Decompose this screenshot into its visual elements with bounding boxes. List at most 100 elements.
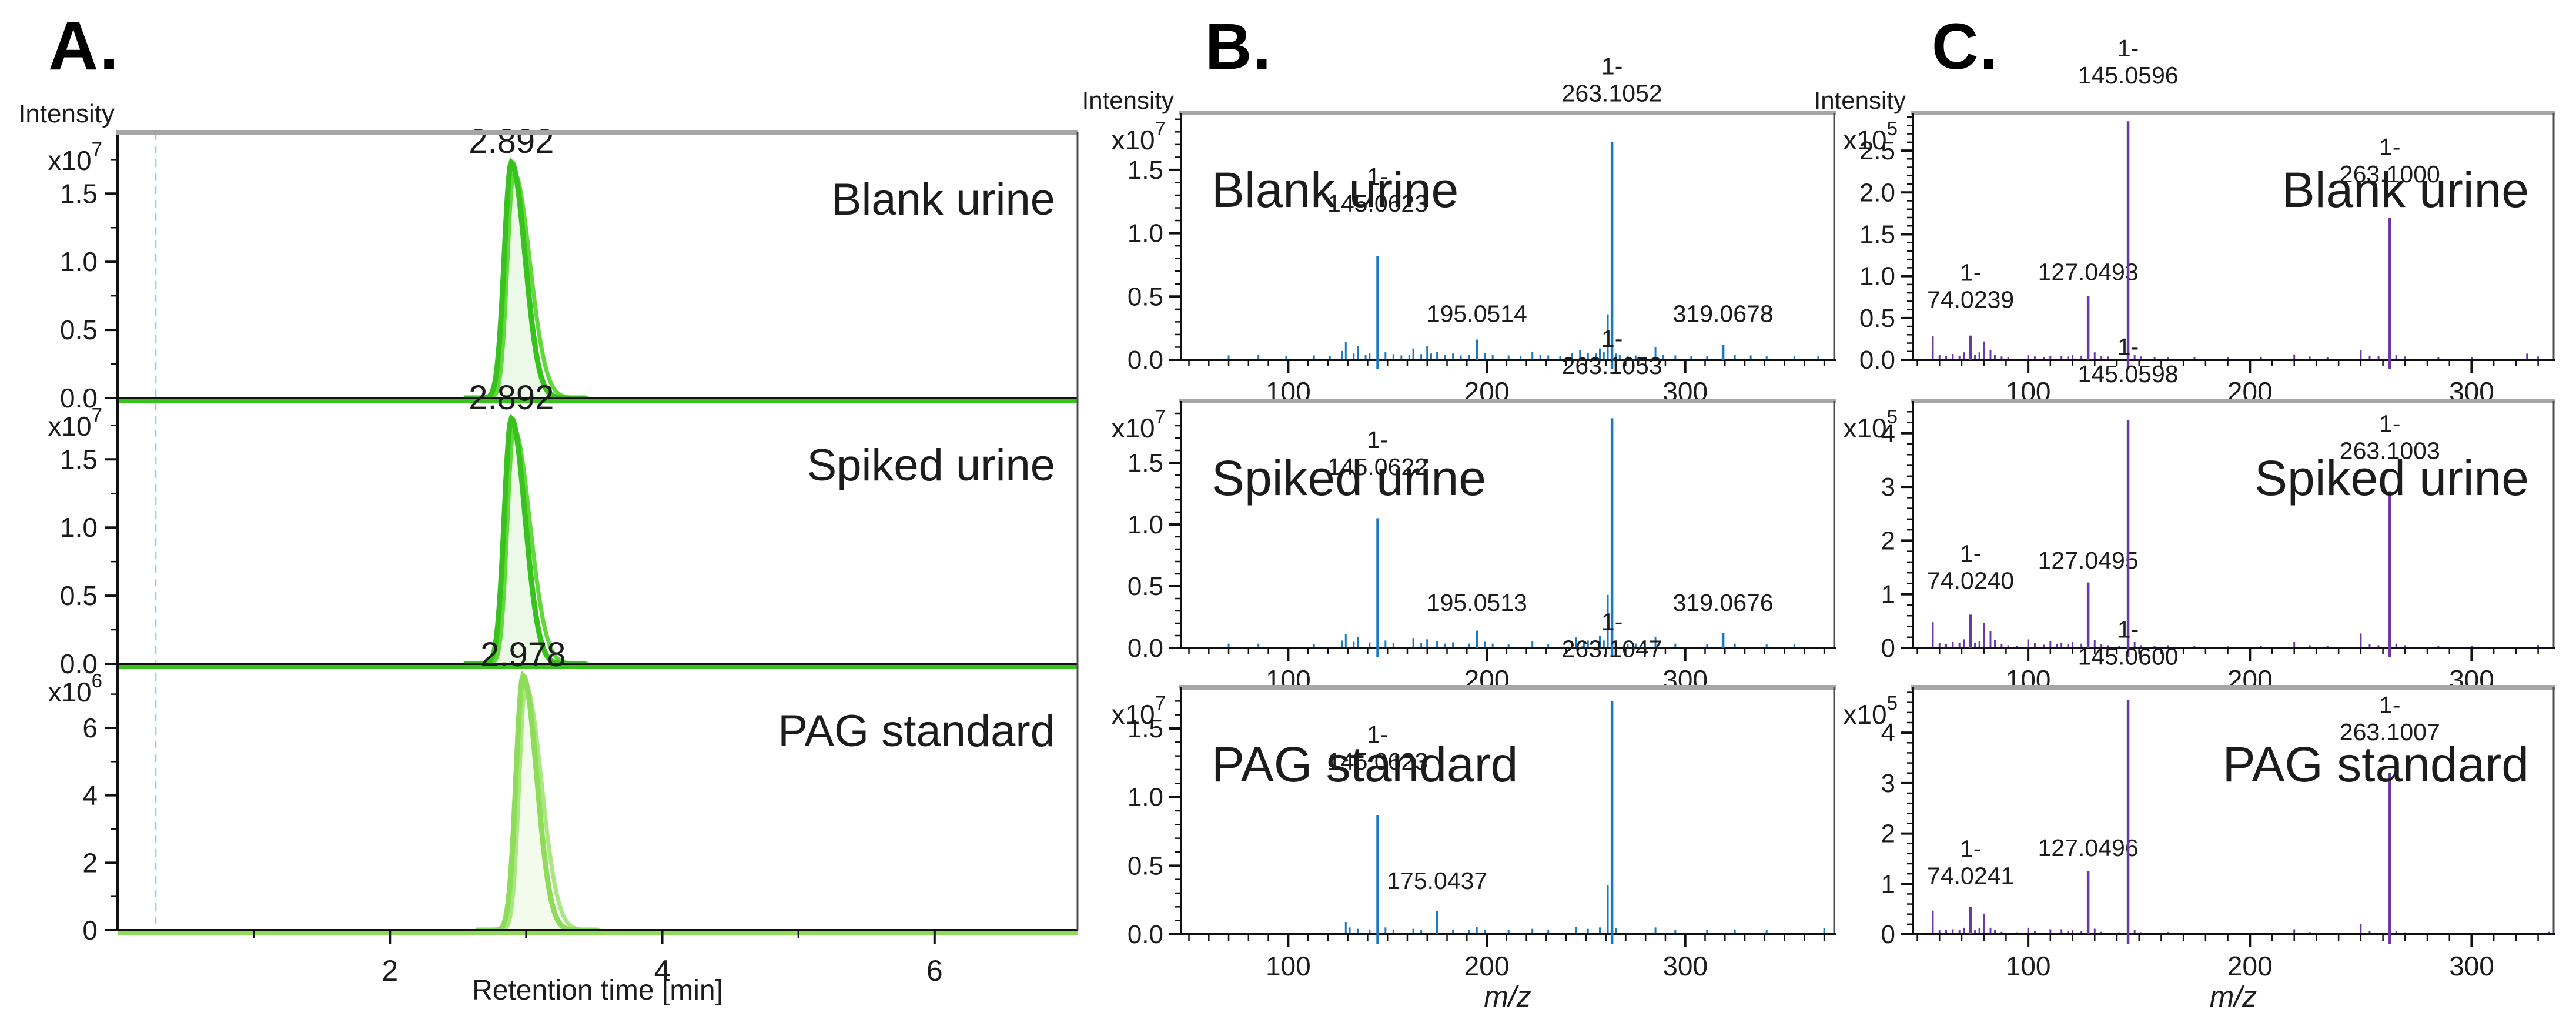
peak-annotation: 1-	[2117, 35, 2139, 62]
peak-annotation: 1-	[1601, 609, 1622, 636]
y-tick-label: 1.5	[1128, 449, 1163, 477]
x-tick-label: 300	[1662, 951, 1708, 981]
y-tick-label: 0.0	[1859, 346, 1895, 375]
y-tick-label: 0.5	[60, 580, 98, 611]
x-tick-label: 6	[926, 954, 943, 987]
y-tick-label: 1.0	[1859, 262, 1895, 291]
scale-exponent-label: x105	[1843, 406, 1898, 443]
x-tick-label: 200	[2227, 664, 2273, 695]
x-tick-label: 100	[1266, 664, 1311, 695]
peak-annotation: 1-	[1960, 540, 1981, 567]
y-tick-label: 2	[1881, 820, 1895, 848]
y-tick-label: 0	[1881, 634, 1895, 663]
scale-exponent-label: x105	[1843, 692, 1898, 730]
peak-annotation: 1-	[2117, 616, 2139, 643]
panel-letter-B: B.	[1205, 11, 1272, 83]
y-tick-label: 0.5	[1859, 304, 1895, 333]
x-axis-title: m/z	[2210, 980, 2257, 1013]
peak-annotation: 1-	[1960, 259, 1981, 286]
y-tick-label: 0	[82, 915, 98, 945]
x-tick-label: 200	[1464, 951, 1510, 981]
y-tick-label: 0.0	[1128, 346, 1163, 375]
x-tick-label: 200	[2227, 951, 2273, 981]
sample-label: Spiked urine	[1212, 450, 1486, 506]
peak-annotation: 1-	[1367, 426, 1388, 453]
sample-label: PAG standard	[2223, 737, 2529, 792]
peak-annotation: 74.0239	[1927, 286, 2014, 313]
scale-exponent-label: x107	[1111, 406, 1166, 443]
y-tick-label: 2	[82, 847, 98, 878]
peak-annotation: 319.0676	[1673, 589, 1774, 616]
y-tick-label: 0.0	[60, 383, 98, 413]
peak-annotation: 1-	[1367, 721, 1388, 748]
scale-exponent-label: x107	[48, 138, 102, 176]
y-tick-label: 1.0	[60, 246, 98, 277]
x-tick-label: 300	[2449, 664, 2494, 695]
sample-label: PAG standard	[778, 706, 1055, 756]
sample-label: Blank urine	[1212, 162, 1458, 218]
peak-annotation: 1-	[2117, 333, 2139, 360]
peak-annotation: 127.0496	[2038, 834, 2139, 861]
x-tick-label: 300	[2449, 951, 2494, 981]
y-tick-label: 1	[1881, 580, 1895, 609]
x-tick-label: 200	[1464, 664, 1510, 695]
peak-annotation: 263.1007	[2340, 718, 2440, 746]
y-tick-label: 2.0	[1859, 178, 1895, 207]
y-tick-label: 4	[1881, 718, 1895, 747]
sample-label: Spiked urine	[807, 440, 1056, 490]
peak-annotation: 1-	[1601, 53, 1622, 80]
y-tick-label: 1.5	[1128, 156, 1163, 185]
panel-letter-C: C.	[1932, 11, 1999, 83]
y-tick-label: 2.5	[1859, 136, 1895, 165]
sample-label: Blank urine	[2282, 162, 2529, 218]
retention-time-label: 2.892	[469, 379, 554, 417]
peak-annotation: 145.0623	[1327, 190, 1428, 217]
peak-annotation: 1-	[1367, 163, 1388, 190]
scale-exponent-label: x107	[48, 404, 102, 442]
x-tick-label: 300	[1662, 664, 1708, 695]
peak-annotation: 195.0513	[1427, 589, 1527, 616]
x-tick-label: 100	[1266, 951, 1311, 981]
y-axis-title: Intensity	[1814, 86, 1906, 114]
scale-exponent-label: x105	[1843, 118, 1898, 155]
y-tick-label: 0.0	[1128, 920, 1163, 949]
y-tick-label: 4	[1881, 419, 1895, 448]
y-axis-title: Intensity	[1082, 86, 1174, 114]
y-tick-label: 0.5	[1128, 851, 1163, 880]
y-tick-label: 3	[1881, 769, 1895, 798]
retention-time-label: 2.892	[469, 122, 554, 161]
peak-annotation: 127.0493	[2038, 259, 2139, 286]
peak-annotation: 263.1052	[1562, 80, 1662, 107]
sample-label: Spiked urine	[2254, 450, 2529, 506]
x-tick-label: 100	[2006, 951, 2051, 981]
scale-exponent-label: x107	[1111, 118, 1166, 155]
peak-annotation: 145.0596	[2078, 62, 2179, 89]
peak-annotation: 1-	[1601, 325, 1622, 352]
y-tick-label: 1.0	[60, 512, 98, 543]
chromatogram-pag-standard: 0 2 4 6 x106 PAG standard 2.978	[48, 636, 1078, 945]
y-tick-label: 1.0	[1128, 783, 1163, 812]
y-tick-label: 1.0	[1128, 219, 1163, 248]
y-tick-label: 0.0	[1128, 634, 1163, 663]
y-tick-label: 1.5	[1128, 714, 1163, 743]
y-tick-label: 1	[1881, 870, 1895, 898]
x-axis-title: m/z	[1484, 980, 1531, 1013]
peak-annotation: 74.0240	[1927, 567, 2014, 594]
peak-annotation: 319.0678	[1673, 300, 1774, 327]
x-tick-label: 2	[382, 954, 398, 987]
peak-annotation: 145.0623	[1327, 748, 1428, 775]
sample-label: PAG standard	[1212, 737, 1518, 792]
y-tick-label: 1.5	[60, 444, 98, 474]
y-tick-label: 6	[82, 713, 98, 743]
y-tick-label: 0	[1881, 920, 1895, 949]
retention-time-label: 2.978	[480, 636, 566, 674]
